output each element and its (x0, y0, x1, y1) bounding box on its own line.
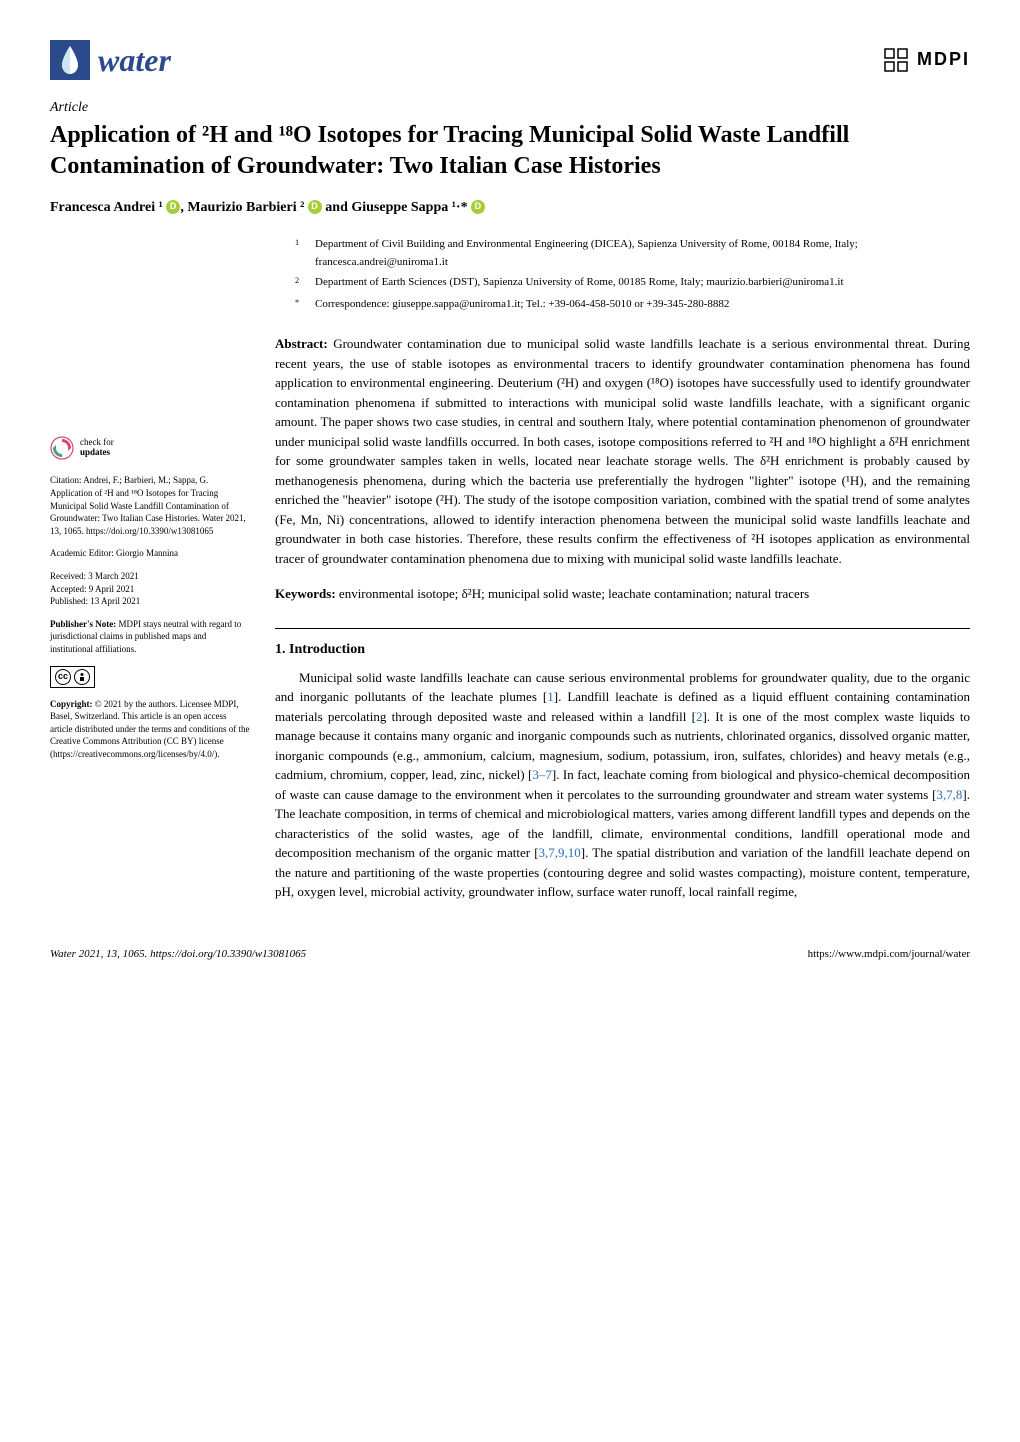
accepted-date: Accepted: 9 April 2021 (50, 584, 134, 594)
divider (275, 628, 970, 629)
citation-text: Citation: Andrei, F.; Barbieri, M.; Sapp… (50, 474, 250, 537)
by-icon (74, 669, 90, 685)
journal-logo: water (50, 40, 171, 80)
cc-license-badge: cc (50, 666, 250, 688)
academic-editor: Academic Editor: Giorgio Mannina (50, 547, 250, 560)
page-footer: Water 2021, 13, 1065. https://doi.org/10… (50, 942, 970, 960)
abstract-text: Groundwater contamination due to municip… (275, 336, 970, 566)
sidebar: check forupdates Citation: Andrei, F.; B… (50, 236, 250, 901)
main-content: 1Department of Civil Building and Enviro… (275, 236, 970, 901)
author-list: Francesca Andrei ¹ , Maurizio Barbieri ²… (50, 200, 970, 216)
cc-icon: cc (55, 669, 71, 685)
keywords: Keywords: environmental isotope; δ²H; mu… (275, 584, 970, 604)
mdpi-icon (882, 46, 910, 74)
publishers-note: Publisher's Note: MDPI stays neutral wit… (50, 618, 250, 656)
water-drop-icon (50, 40, 90, 80)
affiliation-row: 1Department of Civil Building and Enviro… (295, 236, 970, 271)
abstract-label: Abstract: (275, 336, 328, 351)
journal-name: water (98, 42, 171, 79)
abstract: Abstract: Groundwater contamination due … (275, 334, 970, 568)
check-for-updates[interactable]: check forupdates (50, 436, 250, 460)
intro-paragraph: Municipal solid waste landfills leachate… (275, 668, 970, 902)
keywords-text: environmental isotope; δ²H; municipal so… (339, 586, 809, 601)
keywords-label: Keywords: (275, 586, 336, 601)
footer-right: https://www.mdpi.com/journal/water (808, 948, 970, 960)
affiliation-row: 2Department of Earth Sciences (DST), Sap… (295, 274, 970, 294)
published-date: Published: 13 April 2021 (50, 596, 140, 606)
affiliation-row: *Correspondence: giuseppe.sappa@uniroma1… (295, 296, 970, 316)
section-heading: 1. Introduction (275, 639, 970, 660)
dates: Received: 3 March 2021 Accepted: 9 April… (50, 570, 250, 608)
footer-left: Water 2021, 13, 1065. https://doi.org/10… (50, 948, 306, 960)
publisher-name: MDPI (917, 49, 970, 69)
page-header: water MDPI (50, 40, 970, 80)
affiliations: 1Department of Civil Building and Enviro… (275, 236, 970, 316)
check-updates-icon (50, 436, 74, 460)
article-title: Application of ²H and ¹⁸O Isotopes for T… (50, 120, 970, 182)
received-date: Received: 3 March 2021 (50, 571, 139, 581)
check-updates-label: check forupdates (80, 438, 114, 458)
article-type: Article (50, 100, 970, 116)
copyright-text: Copyright: © 2021 by the authors. Licens… (50, 698, 250, 761)
publisher-logo: MDPI (882, 46, 970, 74)
